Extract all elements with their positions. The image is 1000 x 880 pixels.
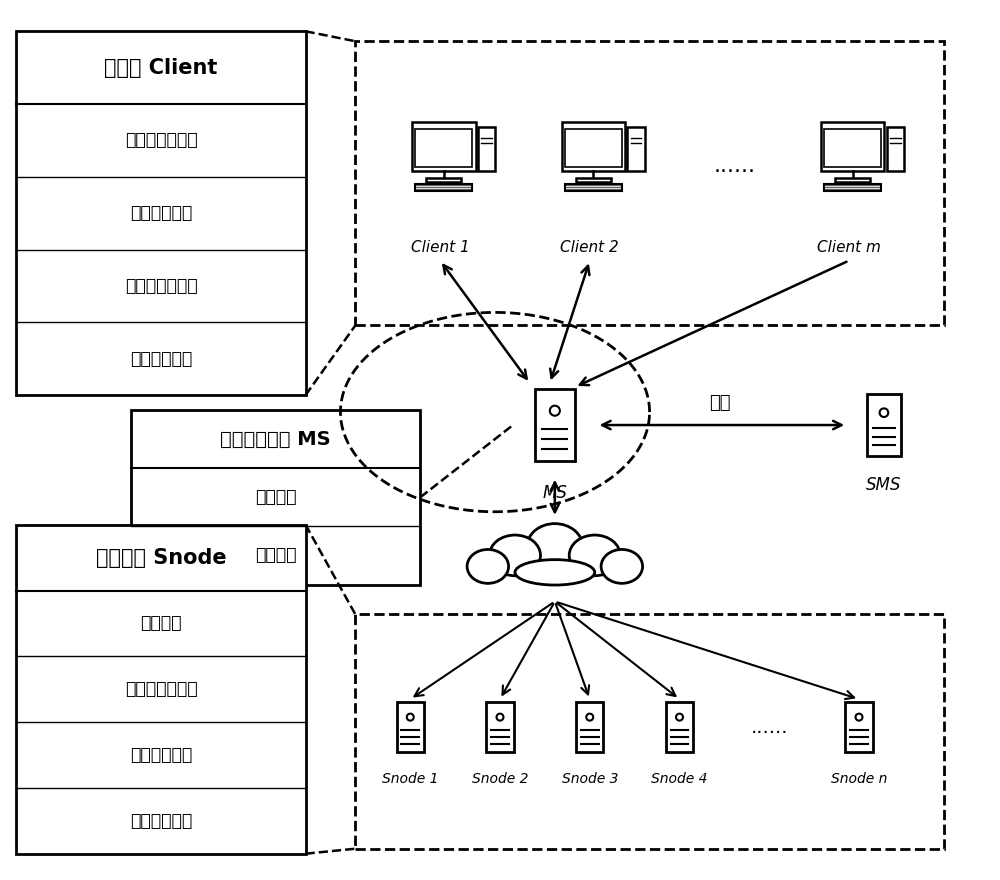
Ellipse shape — [467, 549, 509, 583]
Text: 元数据管理模块: 元数据管理模块 — [125, 680, 197, 698]
Bar — [821, 121, 884, 171]
Bar — [562, 121, 625, 171]
Text: 过滤模块: 过滤模块 — [255, 488, 296, 506]
Text: MS: MS — [542, 484, 567, 502]
Text: 客户端 Client: 客户端 Client — [104, 58, 218, 77]
Bar — [824, 128, 881, 167]
Text: SMS: SMS — [866, 476, 902, 494]
Bar — [478, 127, 495, 171]
Text: 局部重删模块: 局部重删模块 — [130, 204, 192, 223]
Text: Snode 1: Snode 1 — [382, 772, 438, 786]
Bar — [666, 702, 693, 752]
Text: 元数据管理模块: 元数据管理模块 — [125, 277, 197, 295]
Text: Snode 4: Snode 4 — [651, 772, 708, 786]
Bar — [486, 702, 514, 752]
Bar — [565, 184, 622, 191]
Text: 同步: 同步 — [709, 394, 730, 412]
Text: Client 1: Client 1 — [411, 240, 470, 255]
Text: 文件预处理模块: 文件预处理模块 — [125, 131, 197, 150]
Bar — [355, 614, 944, 848]
Ellipse shape — [569, 535, 620, 576]
Text: ......: ...... — [751, 717, 788, 737]
Text: Snode n: Snode n — [831, 772, 887, 786]
Text: 数据传输模块: 数据传输模块 — [130, 349, 192, 368]
Text: Client m: Client m — [817, 240, 881, 255]
Bar — [565, 128, 622, 167]
Text: 存储节点 Snode: 存储节点 Snode — [96, 547, 226, 568]
Bar — [535, 389, 575, 461]
Bar — [412, 121, 476, 171]
Bar — [845, 702, 873, 752]
Text: 元数据服务器 MS: 元数据服务器 MS — [220, 429, 331, 449]
Text: Snode 2: Snode 2 — [472, 772, 528, 786]
Text: ......: ...... — [713, 156, 755, 176]
Bar — [16, 524, 306, 854]
Text: 存储模块: 存储模块 — [140, 614, 182, 633]
Bar — [426, 178, 461, 182]
Bar — [355, 41, 944, 326]
Bar — [576, 178, 611, 182]
Bar — [867, 394, 901, 456]
Bar — [576, 702, 603, 752]
Text: Client 2: Client 2 — [560, 240, 619, 255]
Text: Snode 3: Snode 3 — [562, 772, 618, 786]
Ellipse shape — [489, 535, 540, 576]
Bar — [835, 178, 870, 182]
Bar — [397, 702, 424, 752]
Ellipse shape — [601, 549, 643, 583]
Bar — [16, 32, 306, 395]
Bar — [627, 127, 645, 171]
Ellipse shape — [527, 524, 583, 570]
Bar — [131, 410, 420, 584]
Bar — [824, 184, 881, 191]
Bar — [415, 184, 472, 191]
Text: 更新模块: 更新模块 — [255, 546, 296, 564]
Bar — [415, 128, 472, 167]
Bar — [887, 127, 904, 171]
Text: 延迟重删模块: 延迟重删模块 — [130, 811, 192, 830]
Text: 自检报告模块: 自检报告模块 — [130, 746, 192, 764]
Ellipse shape — [515, 560, 595, 585]
